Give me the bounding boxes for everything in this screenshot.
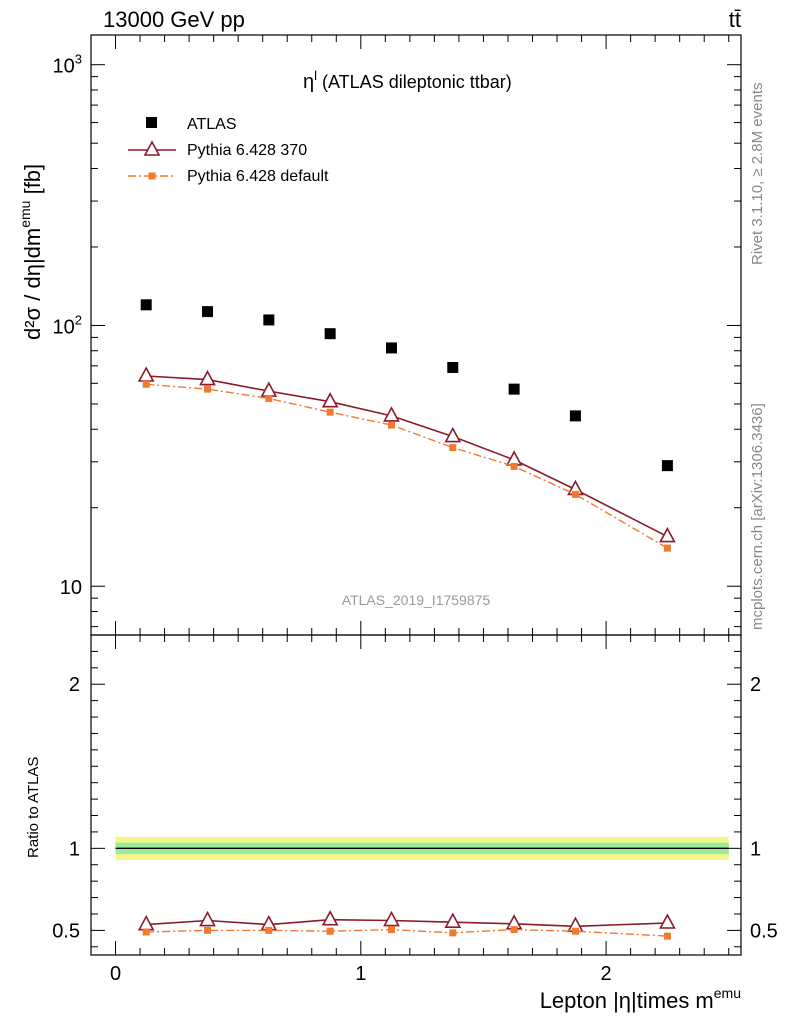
legend-entry-atlas: ATLAS — [146, 116, 237, 133]
legend-entry-pythia-default: Pythia 6.428 default — [128, 168, 329, 185]
main-series-line — [146, 383, 668, 549]
data-point-pythia-default — [663, 544, 671, 552]
main-y-axis-title: d²σ / dη|dmemu [fb] — [17, 164, 45, 340]
process-label: tt̄ — [729, 7, 741, 32]
legend-marker-pythia-370 — [143, 140, 161, 156]
legend-entry-pythia-370: Pythia 6.428 370 — [128, 140, 307, 159]
ratio-series-line — [146, 918, 668, 928]
data-point-pythia-default — [142, 380, 150, 388]
data-point-pythia-default — [449, 444, 457, 452]
main-y-tick-label: 103 — [53, 52, 82, 78]
data-point-pythia-370 — [137, 366, 155, 382]
data-point-pythia-370 — [444, 426, 462, 443]
main-plot-title: ηl (ATLAS dileptonic ttbar) — [303, 68, 512, 93]
energy-label: 13000 GeV pp — [103, 7, 245, 32]
data-point-atlas — [324, 328, 336, 340]
legend-label-atlas: ATLAS — [187, 116, 237, 133]
ratio-point-pythia-default — [571, 927, 579, 935]
data-point-pythia-default — [326, 408, 334, 416]
data-point-pythia-370 — [199, 369, 216, 386]
legend-marker-atlas — [146, 117, 157, 128]
data-point-pythia-default — [265, 394, 273, 402]
ratio-point-pythia-default — [449, 929, 457, 937]
data-point-pythia-370 — [321, 392, 339, 408]
main-series-line — [146, 375, 668, 538]
ratio-y-tick-label-left: 0.5 — [52, 920, 80, 942]
main-y-tick-label: 10 — [60, 577, 82, 599]
ratio-point-pythia-370 — [199, 910, 216, 927]
ratio-y-tick-label-left: 2 — [69, 674, 80, 696]
data-point-pythia-default — [571, 490, 579, 498]
ratio-point-pythia-370 — [321, 910, 339, 926]
x-axis-title: Lepton |η|times memu — [540, 985, 741, 1013]
main-axis-ticks: 10 102 103 — [53, 35, 741, 635]
main-series-layer — [137, 299, 676, 552]
x-tick-label: 0 — [110, 963, 121, 985]
ratio-point-pythia-default — [326, 927, 334, 935]
main-panel: 10 102 103 d²σ / dη|dmemu [fb] ηl (ATLAS d… — [17, 34, 742, 636]
ratio-point-pythia-370 — [137, 914, 155, 931]
data-point-pythia-default — [204, 385, 212, 393]
ratio-point-pythia-default — [204, 926, 212, 934]
data-point-atlas — [202, 306, 214, 318]
ratio-axis-ticks: 0.5 0.5 1 1 2 2 0 1 2 — [52, 635, 778, 985]
ratio-point-pythia-default — [663, 932, 671, 940]
data-point-atlas — [140, 299, 152, 311]
data-point-atlas — [385, 342, 397, 354]
ratio-point-pythia-370 — [659, 913, 676, 929]
data-point-pythia-default — [510, 462, 518, 470]
rivet-label: Rivet 3.1.10, ≥ 2.8M events — [749, 83, 766, 266]
data-point-atlas — [508, 383, 520, 395]
ratio-y-tick-label-right: 1 — [750, 838, 761, 860]
x-tick-label: 2 — [601, 963, 612, 985]
ratio-y-axis-title: Ratio to ATLAS — [25, 757, 42, 858]
ratio-y-tick-label-right: 2 — [750, 674, 761, 696]
data-point-pythia-default — [387, 421, 395, 429]
ratio-y-tick-label-right: 0.5 — [750, 920, 778, 942]
ratio-point-pythia-default — [510, 926, 518, 934]
data-point-atlas — [447, 361, 459, 373]
legend-marker-pythia-default — [148, 172, 156, 180]
ratio-point-pythia-default — [142, 928, 150, 936]
x-tick-label: 1 — [355, 963, 366, 985]
legend: ATLAS Pythia 6.428 370 Pythia 6.428 defa… — [128, 116, 329, 185]
ratio-y-tick-label-left: 1 — [69, 838, 80, 860]
data-point-atlas — [661, 460, 673, 472]
ratio-uncertainty-band — [115, 836, 729, 860]
ratio-panel: 0.5 0.5 1 1 2 2 0 1 2 Ratio to ATLAS Lepton |η|t… — [25, 634, 778, 1013]
data-point-pythia-370 — [383, 406, 400, 422]
legend-label-pythia-370: Pythia 6.428 370 — [187, 142, 307, 159]
analysis-watermark: ATLAS_2019_I1759875 — [342, 592, 491, 608]
ratio-point-pythia-default — [387, 926, 395, 934]
data-point-pythia-370 — [659, 526, 676, 543]
ratio-series-layer — [137, 910, 676, 940]
ratio-frame — [90, 634, 742, 956]
ratio-point-pythia-370 — [444, 912, 462, 928]
mcplots-label: mcplots.cern.ch [arXiv:1306.3436] — [749, 403, 766, 630]
main-y-tick-label: 102 — [53, 312, 82, 338]
data-point-atlas — [569, 410, 581, 422]
ratio-point-pythia-370 — [383, 910, 400, 927]
ratio-series-line — [146, 928, 668, 937]
ratio-point-pythia-default — [265, 926, 273, 934]
legend-label-pythia-default: Pythia 6.428 default — [187, 168, 329, 185]
data-point-atlas — [263, 314, 275, 326]
